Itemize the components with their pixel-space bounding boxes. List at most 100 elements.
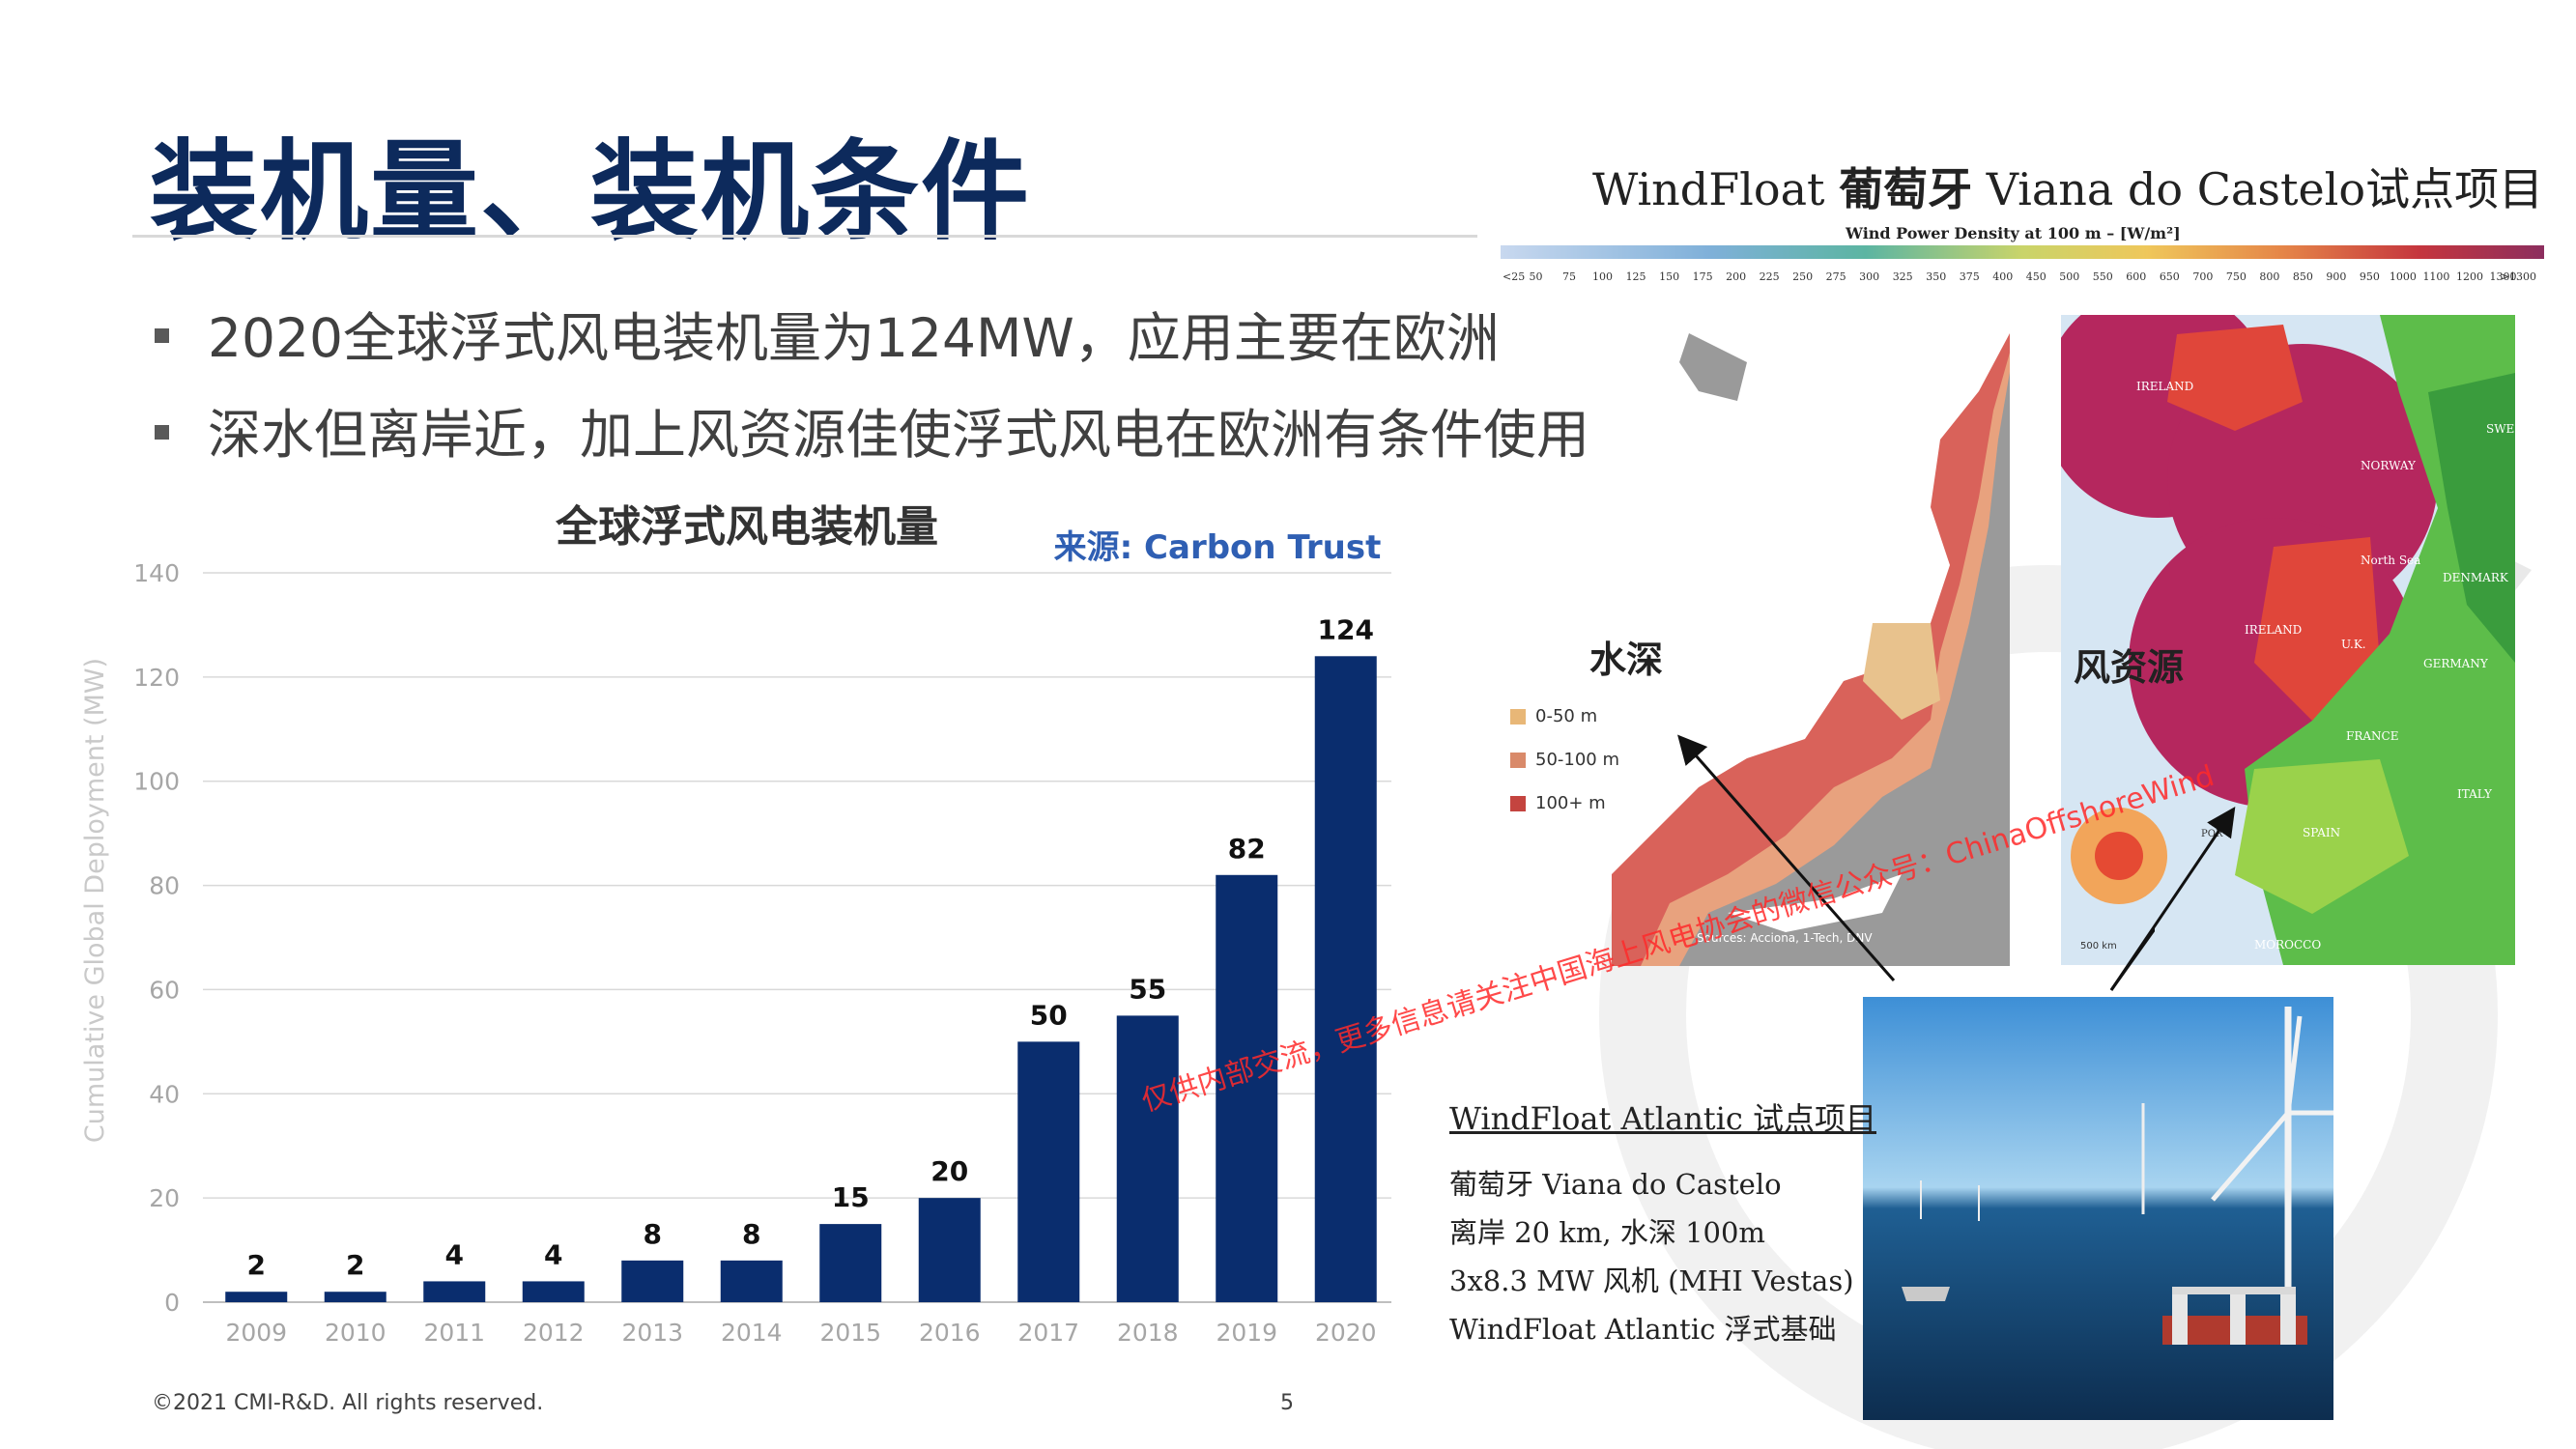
legend-label: 0-50 m bbox=[1535, 706, 1598, 726]
wind-legend-tick: 650 bbox=[2160, 270, 2180, 283]
country-label: GERMANY bbox=[2423, 657, 2489, 670]
copyright-footer: ©2021 CMI-R&D. All rights reserved. bbox=[152, 1391, 544, 1415]
x-tick-label: 2013 bbox=[621, 1319, 683, 1347]
country-label: MOROCCO bbox=[2254, 938, 2321, 952]
chart-bar bbox=[225, 1292, 288, 1302]
country-label: FRANCE bbox=[2346, 729, 2398, 743]
chart-gridlines bbox=[203, 572, 1391, 1303]
data-label: 50 bbox=[1030, 999, 1068, 1031]
wind-legend-tick: 800 bbox=[2259, 270, 2279, 283]
wind-legend-tick: 500 bbox=[2059, 270, 2079, 283]
y-tick-label: 100 bbox=[133, 768, 180, 796]
title-divider bbox=[132, 235, 1477, 238]
slide-title: 装机量、装机条件 bbox=[150, 129, 1031, 255]
country-label: U.K. bbox=[2341, 638, 2366, 651]
wind-legend-tick: 400 bbox=[1992, 270, 2013, 283]
wind-legend-tick: 175 bbox=[1693, 270, 1713, 283]
legend-label: 100+ m bbox=[1535, 793, 1606, 813]
map-scale: 500 km bbox=[2080, 941, 2117, 952]
bullet-text-2: 深水但离岸近，加上风资源佳使浮式风电在欧洲有条件使用 bbox=[208, 404, 1590, 466]
bullet-square-icon bbox=[155, 328, 169, 344]
chart-y-axis-label: Cumulative Global Deployment (MW) bbox=[80, 658, 110, 1143]
wind-legend-tick: 325 bbox=[1893, 270, 1913, 283]
chart-bar bbox=[819, 1224, 882, 1302]
wind-resource-label: 风资源 bbox=[2074, 646, 2185, 689]
country-label: North Sea bbox=[2361, 554, 2420, 567]
y-tick-label: 20 bbox=[149, 1184, 180, 1212]
chart-x-ticks: 2009 2010 2011 2012 2013 2014 2015 2016 2017 2018… bbox=[225, 1319, 1376, 1347]
depth-legend-item: 100+ m bbox=[1510, 793, 1619, 813]
wind-legend-tick: 275 bbox=[1826, 270, 1846, 283]
chart-bar bbox=[324, 1292, 386, 1302]
wind-legend-tick: 150 bbox=[1659, 270, 1679, 283]
data-label: 55 bbox=[1129, 973, 1166, 1005]
x-tick-label: 2019 bbox=[1216, 1319, 1277, 1347]
x-tick-label: 2017 bbox=[1017, 1319, 1079, 1347]
x-tick-label: 2011 bbox=[423, 1319, 485, 1347]
y-tick-label: 140 bbox=[133, 559, 180, 587]
chart-source-label: 来源: Carbon Trust bbox=[1054, 528, 1382, 567]
chart-bar bbox=[522, 1281, 585, 1302]
floating-wind-turbine-photo bbox=[1863, 997, 2333, 1420]
wind-legend-tick: 850 bbox=[2293, 270, 2313, 283]
arrow-to-wind-map-head bbox=[2109, 807, 2236, 991]
project-title: WindFloat Atlantic 试点项目 bbox=[1449, 1100, 1876, 1137]
chart-bar bbox=[918, 1198, 981, 1302]
wind-density-legend: <25 50 75 100 125 150 175 200 225 250 275 300 325 350… bbox=[1501, 245, 2544, 283]
chart-bars bbox=[225, 656, 1377, 1302]
country-label: IRELAND bbox=[2136, 380, 2193, 393]
project-line-2: 离岸 20 km, 水深 100m bbox=[1449, 1216, 1765, 1249]
y-tick-label: 60 bbox=[149, 976, 180, 1004]
y-tick-label: 40 bbox=[149, 1080, 180, 1108]
chart-bar bbox=[621, 1260, 684, 1302]
project-info: WindFloat Atlantic 试点项目 葡萄牙 Viana do Cas… bbox=[1449, 1094, 1876, 1348]
y-tick-label: 120 bbox=[133, 664, 180, 692]
wind-legend-tick: 1000 bbox=[2390, 270, 2417, 283]
x-tick-label: 2018 bbox=[1117, 1319, 1179, 1347]
windfloat-title-prefix: WindFloat bbox=[1592, 163, 1825, 215]
data-label: 124 bbox=[1318, 613, 1374, 645]
chart-bar bbox=[1314, 656, 1377, 1302]
wind-legend-tick: 375 bbox=[1960, 270, 1980, 283]
data-label: 20 bbox=[930, 1155, 968, 1187]
legend-label: 50-100 m bbox=[1535, 750, 1620, 770]
windfloat-map-title: WindFloat 葡萄牙 Viana do Castelo试点项目 bbox=[1592, 155, 2543, 218]
wind-legend-tick: 125 bbox=[1626, 270, 1646, 283]
wind-legend-tick: 75 bbox=[1562, 270, 1576, 283]
data-label: 82 bbox=[1228, 833, 1266, 865]
wind-legend-tick: 250 bbox=[1792, 270, 1813, 283]
wind-legend-tick: 900 bbox=[2326, 270, 2346, 283]
wind-legend-tick: 450 bbox=[2026, 270, 2046, 283]
data-label: 8 bbox=[742, 1218, 760, 1250]
wind-legend-tick: >1300 bbox=[2501, 270, 2536, 283]
water-depth-map: Sources: Acciona, 1-Tech, DNV bbox=[1612, 333, 2010, 966]
depth-legend-item: 0-50 m bbox=[1510, 706, 1619, 726]
y-tick-label: 80 bbox=[149, 872, 180, 900]
country-label: SWE bbox=[2486, 422, 2514, 436]
deployment-bar-chart: 全球浮式风电装机量 来源: Carbon Trust Cumulative Gl… bbox=[80, 502, 1391, 1347]
x-tick-label: 2014 bbox=[721, 1319, 783, 1347]
chart-data-labels: 2 2 4 4 8 8 15 20 50 55 82 124 bbox=[247, 613, 1374, 1281]
wind-legend-tick: 1300 bbox=[2489, 270, 2516, 283]
wind-legend-tick: 550 bbox=[2093, 270, 2113, 283]
water-depth-label: 水深 bbox=[1589, 639, 1664, 681]
x-tick-label: 2009 bbox=[225, 1319, 287, 1347]
bullet-square-icon bbox=[155, 425, 169, 440]
data-label: 4 bbox=[445, 1238, 464, 1270]
country-label: ITALY bbox=[2457, 787, 2493, 801]
wind-legend-tick: 950 bbox=[2360, 270, 2380, 283]
chart-y-ticks: 0 20 40 60 80 100 120 140 bbox=[133, 559, 180, 1317]
chart-bar bbox=[720, 1260, 783, 1302]
x-tick-label: 2015 bbox=[819, 1319, 881, 1347]
windfloat-title-suffix: Viana do Castelo试点项目 bbox=[1986, 163, 2544, 215]
depth-legend-item: 50-100 m bbox=[1510, 750, 1619, 770]
chart-bar bbox=[1216, 874, 1278, 1302]
project-line-1: 葡萄牙 Viana do Castelo bbox=[1449, 1168, 1782, 1201]
page-number: 5 bbox=[1280, 1391, 1294, 1415]
legend-swatch bbox=[1510, 753, 1526, 768]
bullet-item-1: 2020全球浮式风电装机量为124MW，应用主要在欧洲 bbox=[155, 295, 1500, 372]
wind-legend-tick: 350 bbox=[1926, 270, 1946, 283]
data-label: 4 bbox=[544, 1238, 562, 1270]
chart-title: 全球浮式风电装机量 bbox=[555, 502, 938, 552]
country-label: SPAIN bbox=[2303, 826, 2340, 839]
